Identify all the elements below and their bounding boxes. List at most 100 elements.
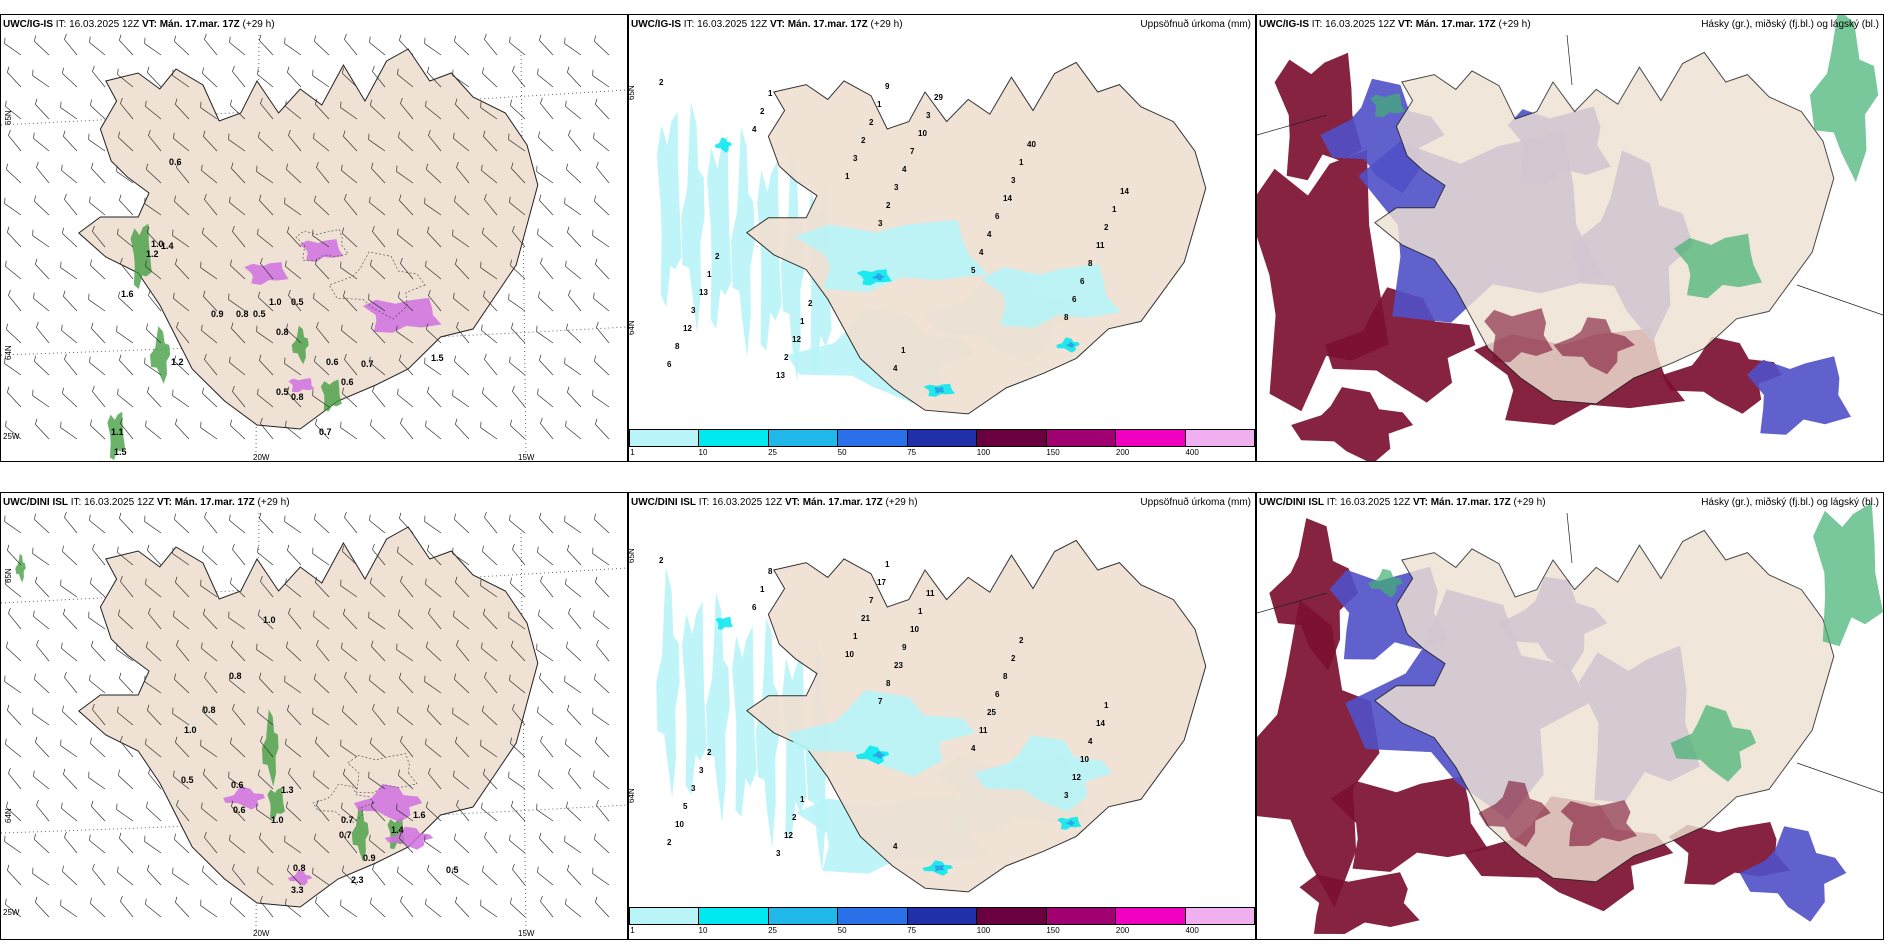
precip-value-label: 25 (987, 708, 996, 717)
precip-value-label: 4 (971, 744, 976, 753)
barb-staff (232, 709, 246, 726)
wind-barb (62, 545, 78, 566)
wind-value-label: 3.3 (291, 885, 304, 895)
wind-barb (512, 543, 526, 566)
barb-staff (481, 170, 498, 184)
legend-swatch (1116, 430, 1186, 446)
wind-barb (288, 607, 302, 630)
precip-value-label: 1 (768, 89, 773, 98)
barb-staff (568, 773, 582, 790)
wind-barb (63, 768, 78, 790)
barb-staff (452, 395, 470, 408)
barb-flag (510, 419, 512, 426)
barb-staff (148, 295, 162, 312)
wind-barb (173, 132, 190, 152)
wind-barb (428, 767, 442, 790)
barb-flag (231, 162, 234, 169)
barb-staff (231, 806, 246, 822)
wind-barb (32, 69, 50, 88)
wind-barb (118, 609, 134, 630)
wind-barb (540, 895, 554, 918)
barb-flag (397, 866, 399, 873)
precip-value-label: 6 (667, 360, 672, 369)
barb-staff (175, 104, 190, 120)
barb-staff (537, 872, 554, 886)
strong-wind-area (244, 262, 289, 285)
barb-flag (480, 421, 482, 428)
barb-flag (203, 768, 206, 775)
barb-staff (229, 42, 246, 56)
barb-flag (452, 389, 454, 396)
wind-barb (119, 354, 134, 376)
precip-band (656, 111, 682, 308)
wind-barb (509, 834, 526, 854)
barb-staff (201, 330, 218, 344)
wind-barb (424, 675, 442, 694)
wind-barb (455, 736, 470, 758)
barb-staff (594, 679, 610, 694)
barb-staff (315, 104, 330, 120)
barb-staff (230, 903, 246, 918)
wind-barb (34, 195, 50, 216)
wind-value-label: 0.5 (291, 297, 304, 307)
wind-barb (564, 515, 582, 534)
barb-flag (512, 543, 515, 550)
barb-staff (425, 106, 442, 120)
barb-flag (35, 258, 38, 265)
barb-flag (342, 227, 344, 234)
wind-value-label: 0.7 (319, 427, 332, 437)
wind-barb (400, 895, 414, 918)
precip-band (682, 601, 707, 795)
high-cloud (1813, 502, 1883, 647)
barb-flag (341, 164, 343, 171)
wind-barb (539, 34, 554, 56)
barb-flag (344, 353, 347, 360)
barb-flag (259, 832, 262, 839)
barb-staff (425, 744, 442, 758)
barb-flag (316, 799, 319, 806)
barb-flag (594, 195, 596, 202)
wind-barb (7, 864, 22, 886)
barb-flag (116, 325, 118, 332)
barb-flag (90, 577, 92, 584)
barb-staff (344, 199, 358, 216)
barb-staff (175, 264, 190, 280)
wind-barb (61, 324, 78, 344)
wind-barb (172, 69, 190, 88)
barb-staff (370, 425, 386, 440)
barb-flag (565, 738, 567, 745)
barb-flag (60, 261, 62, 268)
wind-value-label: 1.0 (184, 725, 197, 735)
barb-staff (286, 807, 302, 822)
wind-barb (536, 165, 554, 184)
wind-barb (8, 767, 22, 790)
barb-flag (147, 66, 150, 73)
wind-value-label: 1.3 (281, 785, 294, 795)
wind-barb (427, 386, 442, 408)
barb-flag (592, 867, 594, 874)
wind-barb (5, 420, 22, 440)
legend-swatch (630, 430, 700, 446)
glacier-outline (295, 229, 349, 262)
barb-flag (567, 226, 570, 233)
barb-flag (595, 896, 598, 903)
barb-flag (230, 897, 232, 904)
barb-staff (369, 840, 386, 854)
barb-flag (314, 513, 316, 520)
barb-staff (90, 583, 106, 598)
barb-flag (400, 575, 403, 582)
precip-band (731, 126, 755, 358)
wind-value-label: 1.0 (151, 239, 164, 249)
barb-staff (228, 777, 246, 790)
wind-value-label: 1.2 (146, 249, 159, 259)
wind-barb (147, 226, 162, 248)
barb-flag (453, 610, 455, 617)
wind-barb (594, 513, 610, 534)
wind-barb (230, 259, 246, 280)
wind-barb (202, 705, 218, 726)
wind-barb (257, 706, 274, 726)
high-cloud (1368, 568, 1403, 598)
barb-flag (260, 417, 263, 424)
wind-barb (370, 737, 386, 758)
barb-staff (92, 391, 106, 408)
